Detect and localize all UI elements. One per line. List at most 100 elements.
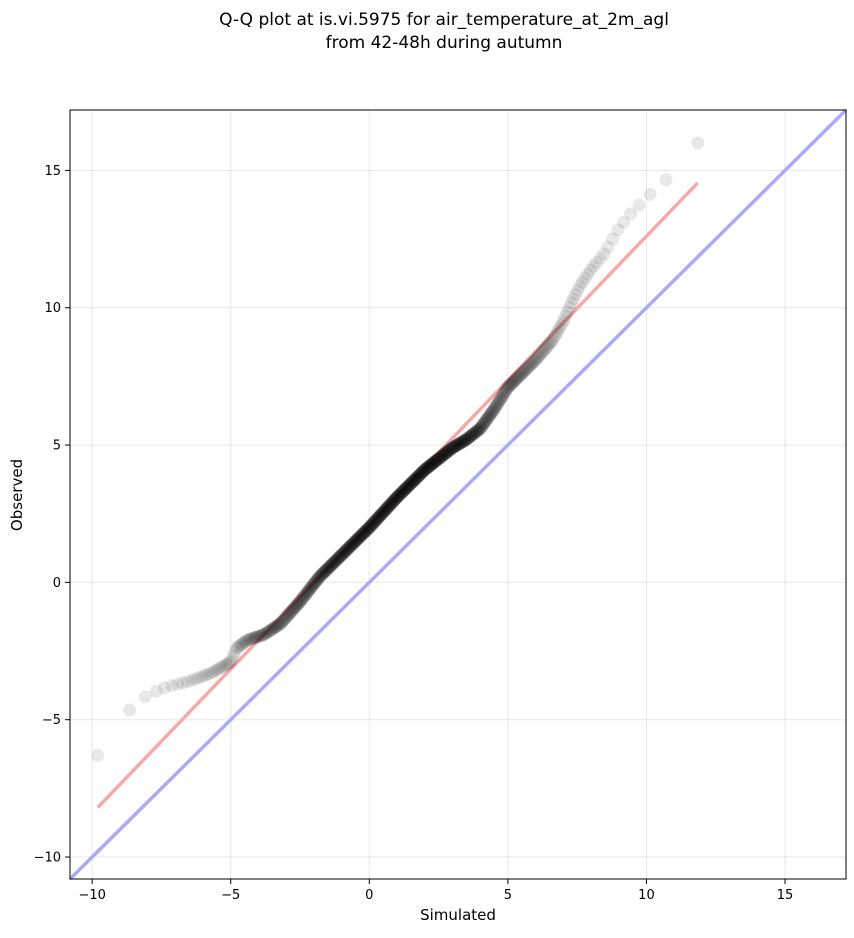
data-point <box>333 549 347 563</box>
data-point <box>456 434 470 448</box>
data-point <box>392 489 406 503</box>
data-point <box>487 403 501 417</box>
data-point <box>389 491 403 505</box>
data-point <box>352 530 366 544</box>
data-point <box>491 396 505 410</box>
data-point <box>387 493 401 507</box>
data-point <box>597 247 611 261</box>
data-point <box>280 610 294 624</box>
data-point <box>475 419 489 433</box>
data-point <box>421 460 435 474</box>
data-point <box>382 499 396 513</box>
data-point <box>453 436 467 450</box>
data-point <box>252 629 266 643</box>
data-point <box>691 136 705 150</box>
data-point <box>383 498 397 512</box>
data-point <box>427 456 441 470</box>
data-point <box>314 569 328 583</box>
data-point <box>351 532 365 546</box>
data-point <box>292 596 306 610</box>
data-point <box>418 463 432 477</box>
data-point <box>389 491 403 505</box>
data-point <box>510 371 524 385</box>
data-point <box>460 432 474 446</box>
data-point <box>433 451 447 465</box>
data-point <box>366 517 380 531</box>
data-point <box>243 632 257 646</box>
data-point <box>404 476 418 490</box>
data-point <box>472 422 486 436</box>
data-point <box>395 485 409 499</box>
data-point <box>307 576 321 590</box>
data-point <box>509 372 523 386</box>
data-point <box>420 461 434 475</box>
data-point <box>352 531 366 545</box>
data-point <box>377 505 391 519</box>
data-point <box>477 417 491 431</box>
data-point <box>329 553 343 567</box>
reference-line-layer <box>68 108 848 881</box>
data-point <box>571 283 585 297</box>
data-point <box>444 442 458 456</box>
data-point <box>457 434 471 448</box>
data-point <box>435 449 449 463</box>
data-point <box>299 586 313 600</box>
data-point <box>383 497 397 511</box>
data-point <box>158 681 172 695</box>
data-point <box>266 622 280 636</box>
data-point <box>420 461 434 475</box>
data-point <box>455 435 469 449</box>
data-point <box>493 394 507 408</box>
data-point <box>559 309 573 323</box>
data-point <box>306 578 320 592</box>
y-axis-label: Observed <box>8 459 26 531</box>
data-point <box>537 343 551 357</box>
data-point <box>180 675 194 689</box>
data-point <box>499 384 513 398</box>
x-tick-label: 10 <box>638 888 655 903</box>
data-point <box>575 275 589 289</box>
data-point <box>303 582 317 596</box>
data-point <box>315 568 329 582</box>
data-point <box>286 602 300 616</box>
data-point <box>256 628 270 642</box>
data-point <box>418 463 432 477</box>
data-point <box>345 538 359 552</box>
data-point <box>328 554 342 568</box>
data-point <box>436 448 450 462</box>
data-point <box>502 379 516 393</box>
data-point <box>367 515 381 529</box>
data-point <box>165 679 179 693</box>
data-point <box>288 601 302 615</box>
x-tick-label: 15 <box>777 888 794 903</box>
data-point <box>365 517 379 531</box>
data-point <box>407 473 421 487</box>
data-point <box>445 441 459 455</box>
reference-line <box>68 108 848 881</box>
data-point <box>356 526 370 540</box>
data-point <box>391 489 405 503</box>
data-point <box>298 588 312 602</box>
data-point <box>464 429 478 443</box>
data-point <box>422 459 436 473</box>
data-point <box>373 509 387 523</box>
data-point <box>439 446 453 460</box>
data-point <box>386 495 400 509</box>
data-point <box>355 528 369 542</box>
data-point <box>349 534 363 548</box>
data-point <box>489 400 503 414</box>
data-point <box>349 534 363 548</box>
data-point <box>450 438 464 452</box>
data-point <box>426 456 440 470</box>
data-point <box>486 404 500 418</box>
data-point <box>368 515 382 529</box>
data-point <box>323 559 337 573</box>
data-point <box>479 413 493 427</box>
data-point <box>331 551 345 565</box>
data-point <box>290 599 304 613</box>
data-point <box>300 586 314 600</box>
data-point <box>279 610 293 624</box>
data-point <box>478 415 492 429</box>
data-point <box>448 440 462 454</box>
